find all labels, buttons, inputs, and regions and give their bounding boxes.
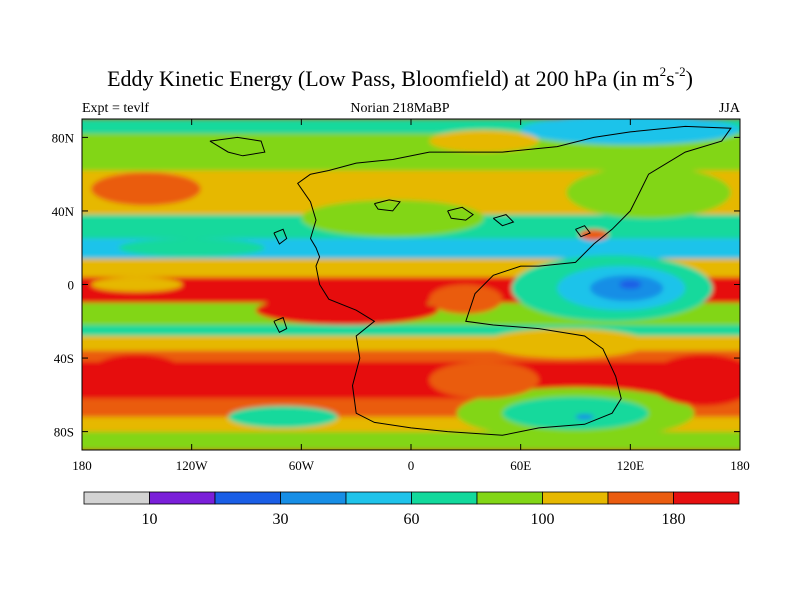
y-tick-label: 80S: [54, 425, 74, 440]
y-tick-label: 40N: [52, 204, 75, 219]
field-patch: [85, 354, 189, 399]
field-patch: [301, 199, 485, 237]
coastline: [575, 225, 591, 238]
colorbar-box: [83, 491, 150, 505]
colorbar-label: 180: [662, 511, 686, 528]
colorbar-box: [345, 491, 412, 505]
colorbar-label: 30: [273, 511, 289, 528]
field-patch: [255, 295, 439, 325]
coastline: [447, 206, 474, 221]
field-patch: [91, 277, 183, 292]
field-patch: [575, 414, 594, 420]
colorbar-box: [673, 491, 740, 505]
colorbar-box: [542, 491, 609, 505]
field-band: [82, 324, 740, 336]
contour-field: [82, 119, 740, 450]
field-band: [82, 350, 740, 362]
field-patch: [502, 396, 649, 430]
colorbar-label: 100: [531, 511, 555, 528]
colorbar-box: [607, 491, 674, 505]
title-exponent-2: -2: [674, 63, 686, 79]
y-tick-label: 40S: [54, 351, 74, 366]
colorbar-box: [476, 491, 543, 505]
x-tick-label: 60W: [289, 458, 315, 473]
field-patch: [648, 354, 740, 406]
x-tick-label: 120W: [176, 458, 209, 473]
title-text: Eddy Kinetic Energy (Low Pass, Bloomfiel…: [107, 66, 660, 91]
field-patch: [429, 284, 503, 314]
field-patch: [619, 279, 642, 290]
title-exponent-1: 2: [659, 63, 667, 79]
field-patch: [484, 328, 649, 359]
x-tick-label: 120E: [617, 458, 645, 473]
field-patch: [91, 172, 201, 206]
field-patch: [579, 229, 609, 241]
coastlines: [209, 125, 732, 436]
colorbar-box: [214, 491, 281, 505]
plot-title: Eddy Kinetic Energy (Low Pass, Bloomfiel…: [0, 63, 800, 92]
field-patch: [228, 405, 338, 428]
x-tick-label: 0: [408, 458, 415, 473]
y-tick-label: 80N: [52, 130, 75, 145]
title-unit-s: s: [666, 66, 675, 91]
y-tick-label: 0: [68, 278, 75, 293]
period-label: Norian 218MaBP: [350, 101, 450, 116]
coastline: [373, 199, 401, 212]
x-tick-label: 60E: [510, 458, 531, 473]
coastline: [273, 316, 288, 333]
colorbar-label: 10: [142, 511, 158, 528]
x-tick-label: 180: [730, 458, 750, 473]
colorbar: 10 30 60 100 180: [83, 491, 740, 528]
experiment-label: Expt = tevlf: [82, 101, 149, 116]
x-tick-label: 180: [72, 458, 92, 473]
axis-ticks: 180 120W 60W 0 60E 120E 180 80N 40N 0 40S 80S: [52, 119, 750, 473]
coastline: [297, 125, 732, 436]
field-patch: [429, 361, 539, 399]
field-patch: [566, 166, 731, 219]
colorbar-label: 60: [404, 511, 420, 528]
colorbar-box: [411, 491, 478, 505]
coastline: [273, 228, 288, 245]
field-patch: [118, 238, 265, 257]
title-close: ): [685, 66, 693, 91]
colorbar-box: [149, 491, 216, 505]
season-label: JJA: [718, 101, 740, 116]
colorbar-box: [280, 491, 347, 505]
coastline: [209, 136, 266, 157]
field-patch: [429, 130, 539, 153]
coastline: [492, 214, 515, 227]
